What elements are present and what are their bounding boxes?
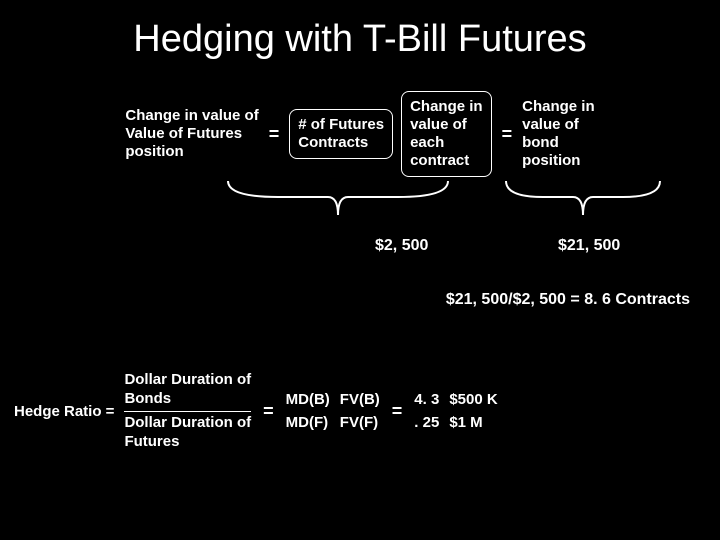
brace-values: $2, 500 $21, 500 xyxy=(0,237,720,267)
eq2-md-bot: MD(F) xyxy=(286,413,330,433)
eq1-term-a: # of Futures Contracts xyxy=(289,109,393,159)
eq1-term-a-l2: Contracts xyxy=(298,134,384,152)
eq1-lhs-l3: position xyxy=(125,143,258,161)
brace-value-right: $21, 500 xyxy=(558,237,620,255)
equation-2: Hedge Ratio = Dollar Duration of Bonds D… xyxy=(0,371,720,452)
eq2-num-top: 4. 3 xyxy=(414,390,439,410)
eq1-term-c-l3: bond xyxy=(522,134,595,152)
eq1-term-b-l4: contract xyxy=(410,152,483,170)
eq2-equals-1: = xyxy=(261,401,276,422)
brace-right-icon xyxy=(498,179,668,225)
eq2-fv-bot: FV(F) xyxy=(340,413,380,433)
equation-1: Change in value of Value of Futures posi… xyxy=(0,91,720,177)
eq2-equals-2: = xyxy=(390,401,405,422)
eq1-term-a-l1: # of Futures xyxy=(298,116,384,134)
eq2-col-num: 4. 3 . 25 xyxy=(414,390,439,433)
eq2-dollar-top: $500 K xyxy=(449,390,497,410)
eq1-term-b-l1: Change in xyxy=(410,98,483,116)
eq2-frac1-den: Dollar Duration of Futures xyxy=(124,412,251,452)
eq1-lhs-l1: Change in value of xyxy=(125,107,258,125)
eq2-num-bot: . 25 xyxy=(414,413,439,433)
eq2-col-fv: FV(B) FV(F) xyxy=(340,390,380,433)
eq2-md-top: MD(B) xyxy=(286,390,330,410)
eq1-term-b-l2: value of xyxy=(410,116,483,134)
eq2-col-md: MD(B) MD(F) xyxy=(286,390,330,433)
slide-title: Hedging with T-Bill Futures xyxy=(0,0,720,91)
eq1-equals-2: = xyxy=(500,124,515,145)
result-line: $21, 500/$2, 500 = 8. 6 Contracts xyxy=(0,291,720,309)
brace-left-icon xyxy=(218,179,458,225)
eq2-frac1: Dollar Duration of Bonds Dollar Duration… xyxy=(124,371,251,452)
eq2-fv-top: FV(B) xyxy=(340,390,380,410)
eq2-frac1-num: Dollar Duration of Bonds xyxy=(124,371,251,411)
eq2-col-dollar: $500 K $1 M xyxy=(449,390,497,433)
brace-value-left: $2, 500 xyxy=(375,237,428,255)
eq1-term-c: Change in value of bond position xyxy=(522,98,595,170)
eq2-dollar-bot: $1 M xyxy=(449,413,497,433)
eq1-lhs-l2: Value of Futures xyxy=(125,125,258,143)
eq1-term-b: Change in value of each contract xyxy=(401,91,492,177)
eq2-lhs: Hedge Ratio = xyxy=(14,403,114,420)
eq1-term-c-l2: value of xyxy=(522,116,595,134)
eq1-term-b-l3: each xyxy=(410,134,483,152)
eq1-term-c-l1: Change in xyxy=(522,98,595,116)
eq1-lhs: Change in value of Value of Futures posi… xyxy=(125,107,258,161)
brace-row xyxy=(0,179,720,229)
eq1-equals-1: = xyxy=(267,124,282,145)
eq1-term-c-l4: position xyxy=(522,152,595,170)
